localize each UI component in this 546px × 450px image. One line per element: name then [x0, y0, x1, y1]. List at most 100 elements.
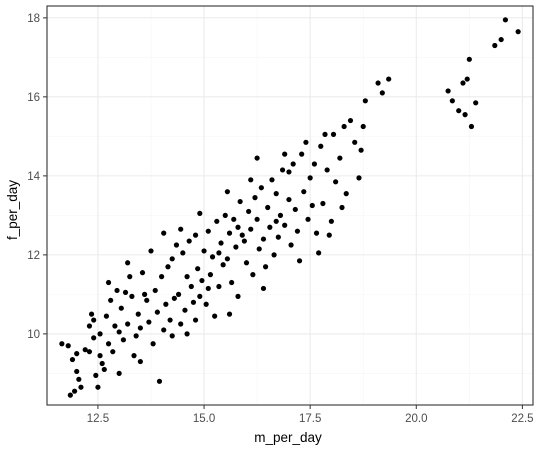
data-point — [197, 210, 203, 216]
data-point — [375, 80, 381, 86]
data-point — [322, 131, 328, 137]
data-point — [307, 175, 313, 181]
y-tick-label: 14 — [27, 171, 40, 183]
data-point — [254, 155, 260, 161]
data-point — [150, 341, 156, 347]
data-point — [341, 123, 347, 130]
data-point — [91, 317, 97, 323]
y-axis: 10 12 14 16 18 — [27, 13, 47, 341]
data-point — [59, 341, 65, 347]
data-point — [224, 189, 230, 195]
data-point — [67, 392, 73, 398]
data-point — [286, 196, 292, 203]
data-point — [318, 143, 324, 149]
data-point — [197, 293, 203, 299]
data-point — [116, 329, 122, 335]
data-point — [275, 234, 281, 240]
data-point — [169, 256, 175, 262]
data-point — [74, 351, 80, 357]
data-point — [260, 285, 267, 292]
data-point — [105, 279, 112, 286]
data-point — [282, 151, 288, 157]
grid-lines — [47, 6, 533, 405]
data-point — [449, 98, 455, 104]
x-tick-label: 22.5 — [511, 413, 533, 425]
data-point — [209, 254, 216, 260]
data-point — [222, 212, 228, 218]
data-point — [108, 297, 114, 303]
data-point — [175, 291, 182, 297]
data-point — [110, 349, 116, 355]
data-point — [473, 100, 479, 106]
data-point — [273, 218, 279, 224]
data-point — [82, 347, 88, 353]
data-point — [173, 242, 180, 248]
data-point — [142, 291, 148, 297]
data-point — [267, 224, 273, 230]
data-point — [241, 238, 247, 244]
data-point — [180, 250, 186, 256]
data-point — [91, 335, 97, 341]
data-point — [154, 309, 160, 315]
data-point — [165, 264, 171, 270]
data-point — [313, 230, 320, 236]
data-point — [260, 236, 267, 242]
data-point — [462, 112, 468, 118]
data-point — [246, 208, 252, 215]
data-point — [76, 376, 82, 382]
data-point — [226, 230, 233, 236]
data-point — [97, 353, 103, 359]
data-point — [224, 256, 230, 262]
data-point — [152, 287, 158, 294]
data-point — [328, 218, 334, 224]
data-point — [163, 301, 169, 307]
data-point — [502, 17, 509, 23]
data-point — [279, 167, 286, 173]
data-point — [218, 240, 224, 246]
data-point — [309, 202, 315, 209]
data-point — [362, 98, 368, 104]
y-tick-label: 12 — [27, 250, 40, 262]
x-tick-label: 15.0 — [193, 413, 215, 425]
data-point — [161, 327, 167, 333]
data-point — [93, 372, 99, 378]
data-point — [101, 366, 107, 373]
data-point — [324, 167, 330, 173]
data-point — [333, 179, 339, 185]
data-point — [330, 131, 337, 137]
data-point — [220, 262, 226, 268]
data-point — [125, 260, 131, 266]
data-point — [265, 204, 271, 211]
data-point — [337, 155, 343, 161]
data-point — [190, 299, 197, 305]
data-point — [248, 226, 254, 232]
data-point — [129, 293, 135, 299]
data-point — [386, 76, 392, 82]
data-points — [59, 17, 521, 398]
x-tick-label: 20.0 — [405, 413, 427, 425]
data-point — [188, 283, 194, 290]
panel-frame — [46, 5, 534, 406]
data-point — [182, 307, 188, 313]
data-point — [135, 311, 141, 317]
data-point — [464, 76, 470, 82]
data-point — [299, 151, 305, 157]
data-point — [296, 258, 303, 264]
data-point — [316, 250, 322, 256]
data-point — [74, 368, 80, 375]
data-point — [122, 289, 129, 296]
data-point — [352, 139, 358, 145]
data-point — [144, 297, 150, 303]
data-point — [258, 185, 264, 191]
data-point — [169, 333, 175, 339]
data-point — [320, 200, 326, 207]
data-point — [95, 384, 101, 390]
data-point — [65, 343, 71, 349]
data-point — [114, 287, 120, 294]
data-point — [277, 212, 284, 218]
y-tick-label: 10 — [27, 329, 40, 341]
y-tick-label: 16 — [27, 92, 40, 104]
data-point — [216, 283, 222, 290]
data-point — [456, 108, 462, 114]
data-point — [205, 228, 211, 234]
